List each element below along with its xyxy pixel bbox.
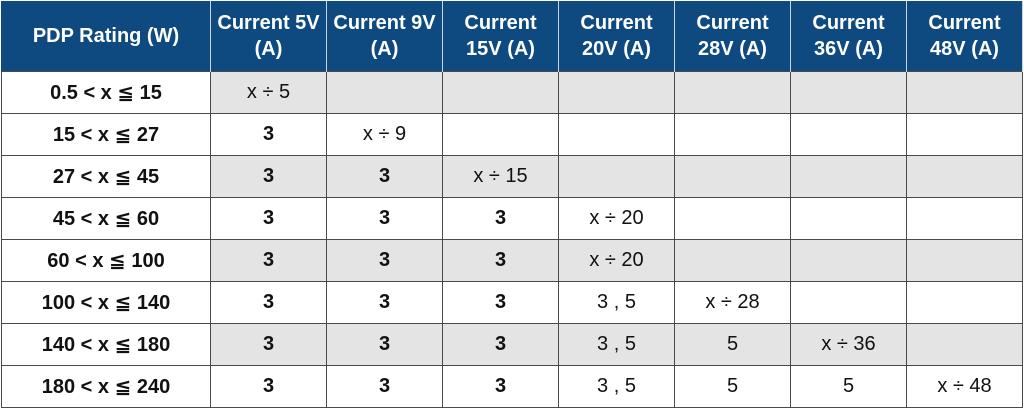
header-cell: Current 20V (A) bbox=[558, 1, 675, 72]
current-cell: 3 bbox=[442, 281, 559, 324]
empty-cell bbox=[558, 71, 675, 114]
header-row: PDP Rating (W) Current 5V (A) Current 9V (… bbox=[1, 1, 1023, 72]
current-cell: 5 bbox=[674, 365, 791, 408]
current-cell: 3 bbox=[326, 323, 443, 366]
empty-cell bbox=[790, 71, 907, 114]
empty-cell bbox=[442, 71, 559, 114]
current-cell: 3 , 5 bbox=[558, 281, 675, 324]
empty-cell bbox=[674, 197, 791, 240]
empty-cell bbox=[674, 239, 791, 282]
empty-cell bbox=[906, 239, 1023, 282]
rating-cell: 0.5 < x ≦ 15 bbox=[1, 71, 211, 114]
empty-cell bbox=[906, 281, 1023, 324]
current-cell: x ÷ 20 bbox=[558, 197, 675, 240]
empty-cell bbox=[906, 113, 1023, 156]
current-cell: 3 bbox=[210, 365, 327, 408]
current-cell: 3 bbox=[326, 239, 443, 282]
empty-cell bbox=[558, 155, 675, 198]
current-cell: 5 bbox=[790, 365, 907, 408]
table-row: 45 < x ≦ 60 3 3 3 x ÷ 20 bbox=[1, 197, 1023, 240]
empty-cell bbox=[442, 113, 559, 156]
header-cell: PDP Rating (W) bbox=[1, 1, 211, 72]
empty-cell bbox=[790, 155, 907, 198]
rating-cell: 60 < x ≦ 100 bbox=[1, 239, 211, 282]
current-cell: x ÷ 9 bbox=[326, 113, 443, 156]
table-row: 0.5 < x ≦ 15 x ÷ 5 bbox=[1, 71, 1023, 114]
rating-cell: 100 < x ≦ 140 bbox=[1, 281, 211, 324]
rating-cell: 45 < x ≦ 60 bbox=[1, 197, 211, 240]
current-cell: 5 bbox=[674, 323, 791, 366]
current-cell: x ÷ 48 bbox=[906, 365, 1023, 408]
current-cell: 3 bbox=[442, 197, 559, 240]
current-cell: x ÷ 28 bbox=[674, 281, 791, 324]
current-cell: x ÷ 15 bbox=[442, 155, 559, 198]
header-cell: Current 28V (A) bbox=[674, 1, 791, 72]
empty-cell bbox=[674, 71, 791, 114]
empty-cell bbox=[326, 71, 443, 114]
pdp-table: PDP Rating (W) Current 5V (A) Current 9V (… bbox=[1, 1, 1023, 408]
current-cell: 3 bbox=[442, 239, 559, 282]
header-cell: Current 5V (A) bbox=[210, 1, 327, 72]
empty-cell bbox=[906, 197, 1023, 240]
header-cell: Current 48V (A) bbox=[906, 1, 1023, 72]
current-cell: 3 bbox=[210, 239, 327, 282]
empty-cell bbox=[558, 113, 675, 156]
current-cell: 3 bbox=[326, 281, 443, 324]
current-cell: 3 bbox=[210, 281, 327, 324]
empty-cell bbox=[674, 155, 791, 198]
empty-cell bbox=[906, 71, 1023, 114]
current-cell: 3 bbox=[442, 323, 559, 366]
empty-cell bbox=[906, 323, 1023, 366]
table-row: 15 < x ≦ 27 3 x ÷ 9 bbox=[1, 113, 1023, 156]
current-cell: 3 bbox=[326, 155, 443, 198]
current-cell: x ÷ 36 bbox=[790, 323, 907, 366]
current-cell: x ÷ 20 bbox=[558, 239, 675, 282]
header-cell: Current 9V (A) bbox=[326, 1, 443, 72]
current-cell: 3 , 5 bbox=[558, 323, 675, 366]
rating-cell: 140 < x ≦ 180 bbox=[1, 323, 211, 366]
empty-cell bbox=[790, 281, 907, 324]
current-cell: 3 bbox=[442, 365, 559, 408]
empty-cell bbox=[906, 155, 1023, 198]
header-cell: Current 36V (A) bbox=[790, 1, 907, 72]
current-cell: 3 bbox=[210, 155, 327, 198]
current-cell: 3 bbox=[210, 197, 327, 240]
header-cell: Current 15V (A) bbox=[442, 1, 559, 72]
table-row: 60 < x ≦ 100 3 3 3 x ÷ 20 bbox=[1, 239, 1023, 282]
current-cell: 3 bbox=[326, 197, 443, 240]
current-cell: x ÷ 5 bbox=[210, 71, 327, 114]
empty-cell bbox=[790, 197, 907, 240]
empty-cell bbox=[674, 113, 791, 156]
table-body: 0.5 < x ≦ 15 x ÷ 5 15 < x ≦ 27 3 x ÷ 9 27 < x… bbox=[1, 71, 1023, 408]
rating-cell: 180 < x ≦ 240 bbox=[1, 365, 211, 408]
rating-cell: 15 < x ≦ 27 bbox=[1, 113, 211, 156]
current-cell: 3 bbox=[210, 323, 327, 366]
current-cell: 3 , 5 bbox=[558, 365, 675, 408]
empty-cell bbox=[790, 113, 907, 156]
rating-cell: 27 < x ≦ 45 bbox=[1, 155, 211, 198]
table-row: 27 < x ≦ 45 3 3 x ÷ 15 bbox=[1, 155, 1023, 198]
current-cell: 3 bbox=[326, 365, 443, 408]
current-cell: 3 bbox=[210, 113, 327, 156]
empty-cell bbox=[790, 239, 907, 282]
